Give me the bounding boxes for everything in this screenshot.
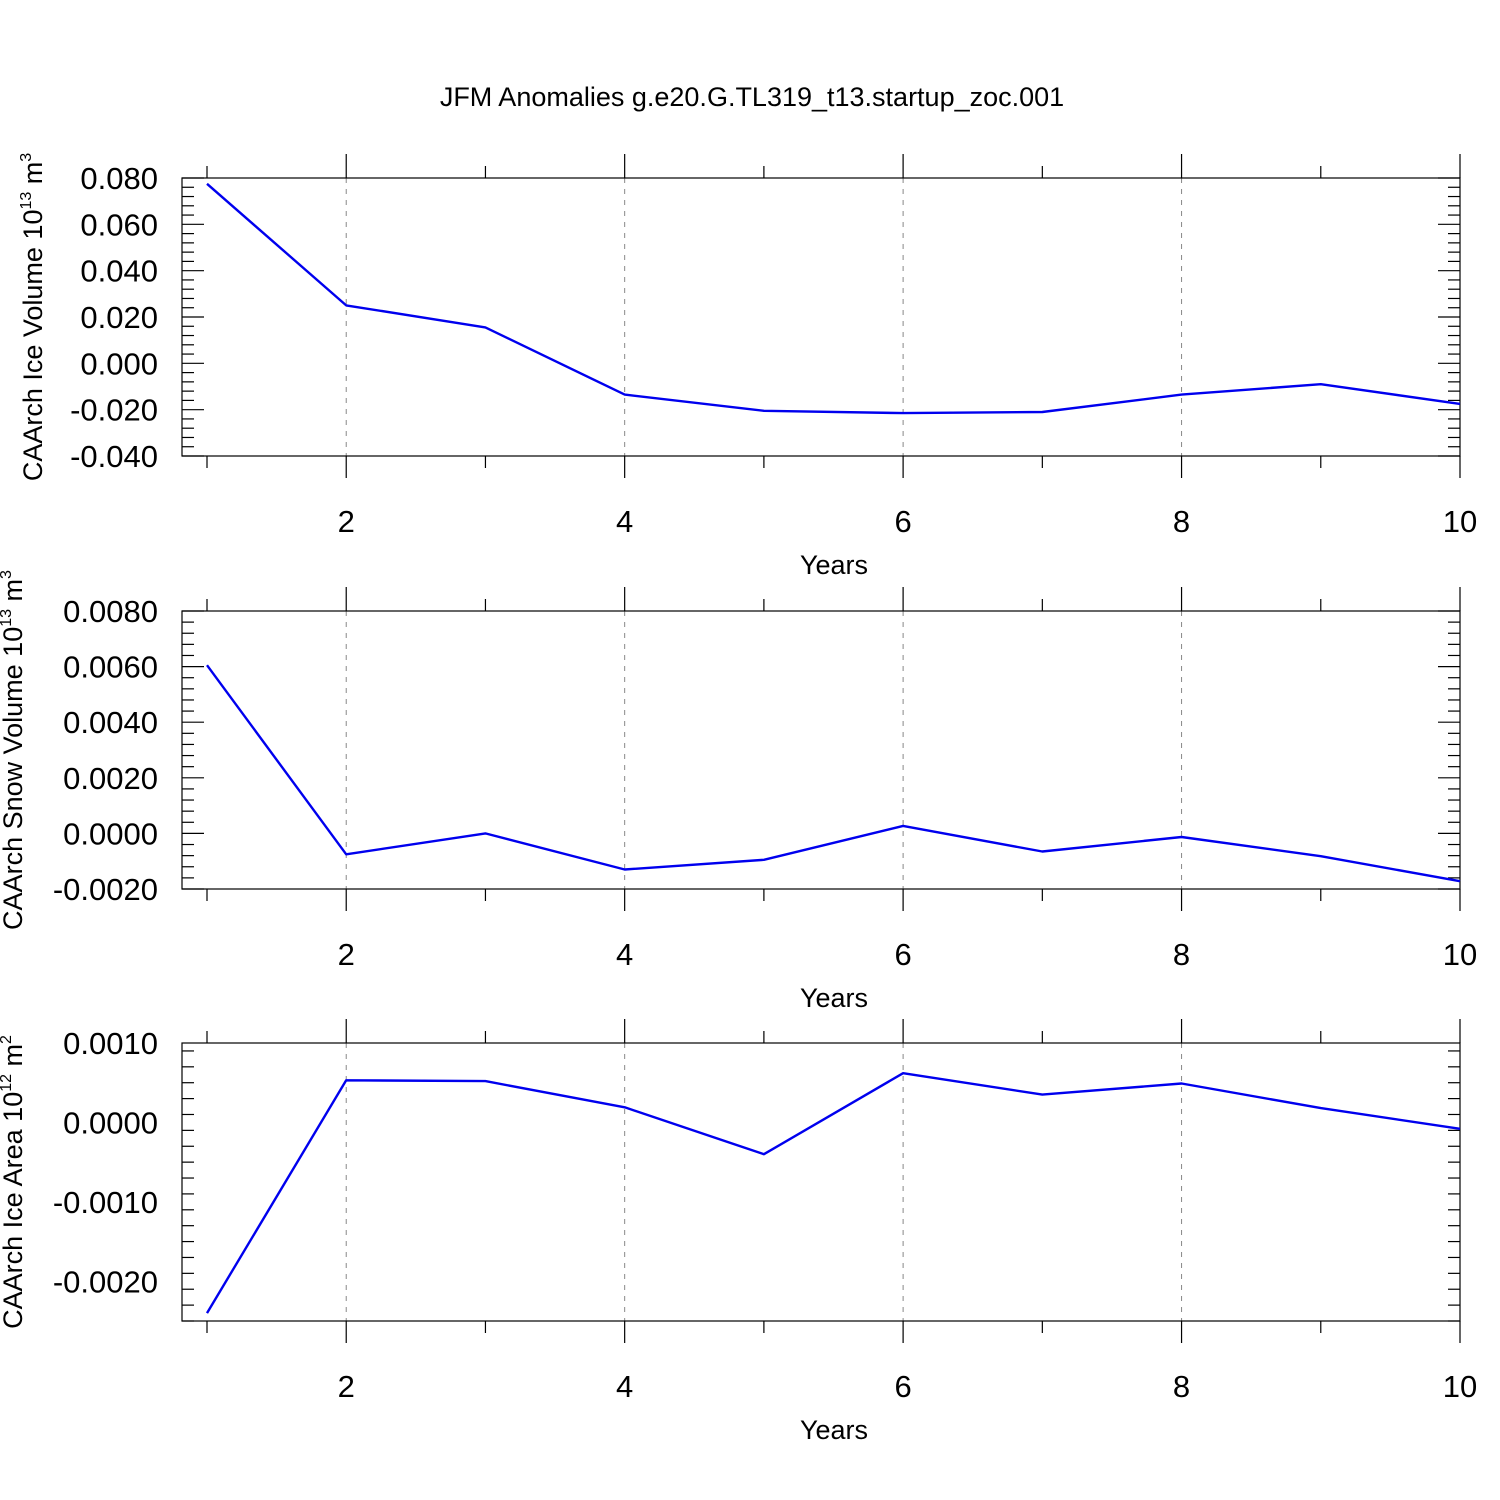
y-axis-label-text: m xyxy=(0,579,28,609)
y-tick-label: 0.0080 xyxy=(63,594,158,629)
panels: -0.040 -0.020 0.000 0.020 0.040 0.060 0.080 2 4 6… xyxy=(0,153,1477,1445)
y-tick-label: 0.0060 xyxy=(63,650,158,685)
x-tick-label: 10 xyxy=(1443,504,1477,539)
series-line-1 xyxy=(205,1071,1461,1314)
figure-title: JFM Anomalies g.e20.G.TL319_t13.startup_… xyxy=(440,82,1064,112)
y-axis-label-text: CAArch Ice Area 10 xyxy=(0,1092,28,1329)
x-tick-label: 4 xyxy=(616,504,633,539)
y-tick-label: 0.000 xyxy=(80,346,158,381)
y-axis-label-superscript: 13 xyxy=(0,609,15,627)
x-tick-label: 8 xyxy=(1173,504,1190,539)
panel-1: -0.040 -0.020 0.000 0.020 0.040 0.060 0.080 2 4 6… xyxy=(18,153,1477,580)
y-tick-label: -0.040 xyxy=(70,439,158,474)
y-axis-label: CAArch Ice Volume 1013 m3 xyxy=(18,153,48,481)
y-axis-label-superscript: 3 xyxy=(0,570,15,579)
x-tick-label: 2 xyxy=(338,1369,355,1404)
y-axis-label: CAArch Snow Volume 1013 m3 xyxy=(0,570,28,930)
x-tick-label: 6 xyxy=(894,937,911,972)
y-axis-label-superscript: 2 xyxy=(0,1035,15,1044)
y-axis-label-superscript: 13 xyxy=(18,192,35,210)
x-tick-label: 10 xyxy=(1443,1369,1477,1404)
x-tick-label: 8 xyxy=(1173,1369,1190,1404)
y-axis-label-text: m xyxy=(18,162,48,192)
series-line-1 xyxy=(206,664,1461,883)
y-tick-label: -0.0020 xyxy=(53,1264,158,1299)
y-axis-label-superscript: 12 xyxy=(0,1074,15,1092)
y-tick-label: 0.0000 xyxy=(63,816,158,851)
plot-frame xyxy=(181,1042,1461,1322)
y-axis-label-text: CAArch Ice Volume 10 xyxy=(18,210,48,482)
y-tick-label: 0.0040 xyxy=(63,705,158,740)
x-tick-label: 2 xyxy=(338,504,355,539)
y-tick-label: -0.0010 xyxy=(53,1185,158,1220)
y-tick-label: 0.0000 xyxy=(63,1105,158,1140)
y-axis-label-text: CAArch Snow Volume 10 xyxy=(0,627,28,930)
y-axis-label-text: m xyxy=(0,1044,28,1074)
y-tick-label: 0.0020 xyxy=(63,761,158,796)
x-tick-label: 6 xyxy=(894,504,911,539)
y-tick-label: 0.080 xyxy=(80,161,158,196)
x-axis-label: Years xyxy=(800,983,868,1013)
y-tick-label: 0.060 xyxy=(80,207,158,242)
series-line-1 xyxy=(206,182,1461,415)
panel-2: -0.0020 0.0000 0.0020 0.0040 0.0060 0.0080 2 4 6… xyxy=(0,570,1477,1013)
x-axis-label: Years xyxy=(800,550,868,580)
y-tick-label: 0.020 xyxy=(80,300,158,335)
y-tick-label: -0.020 xyxy=(70,393,158,428)
x-tick-label: 2 xyxy=(338,937,355,972)
x-tick-label: 8 xyxy=(1173,937,1190,972)
y-axis-label-superscript: 3 xyxy=(18,153,35,162)
x-tick-label: 4 xyxy=(616,937,633,972)
x-tick-label: 4 xyxy=(616,1369,633,1404)
y-tick-label: 0.040 xyxy=(80,254,158,289)
y-tick-label: -0.0020 xyxy=(53,872,158,907)
panel-3: -0.0020 -0.0010 0.0000 0.0010 2 4 6 8 10 Years CAA… xyxy=(0,1019,1477,1445)
plot-frame xyxy=(181,610,1461,890)
x-tick-label: 6 xyxy=(894,1369,911,1404)
x-axis-label: Years xyxy=(800,1415,868,1445)
y-tick-label: 0.0010 xyxy=(63,1026,158,1061)
y-axis-label: CAArch Ice Area 1012 m2 xyxy=(0,1035,28,1329)
plot-frame xyxy=(181,177,1461,457)
x-tick-label: 10 xyxy=(1443,937,1477,972)
